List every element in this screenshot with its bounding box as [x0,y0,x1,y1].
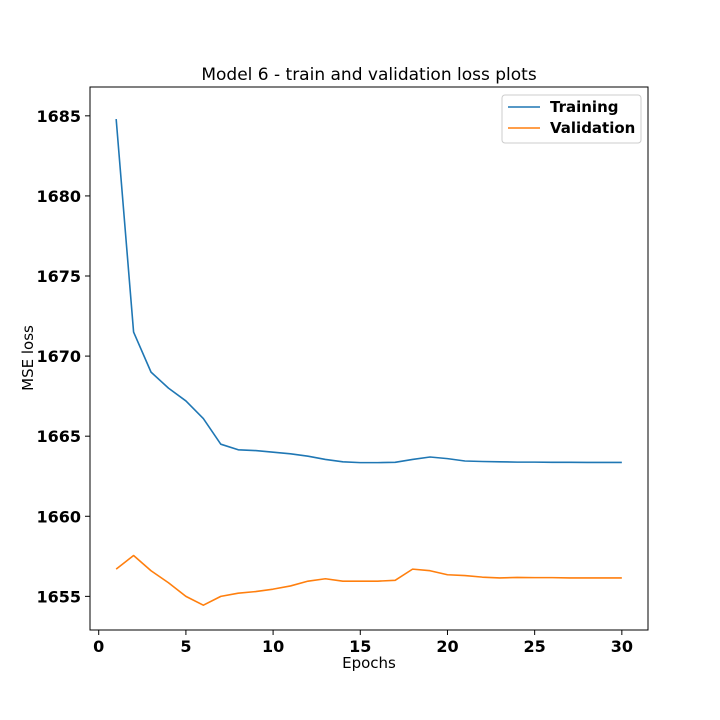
series-line-training [115,118,622,464]
x-axis: 0 5 10 15 20 25 30 [93,630,633,656]
y-tick-label: 1660 [36,507,81,526]
x-axis-label: Epochs [342,654,396,672]
y-tick-label: 1675 [36,267,81,286]
y-tick-label: 1685 [36,107,81,126]
series-line-validation [115,554,622,606]
legend-label-validation: Validation [550,119,635,137]
y-tick-label: 1680 [36,187,81,206]
legend: Training Validation [501,94,642,144]
x-tick-label: 5 [180,637,191,656]
legend-label-training: Training [550,98,618,116]
y-tick-label: 1670 [36,347,81,366]
x-tick-label: 25 [524,637,546,656]
x-tick-label: 0 [93,637,104,656]
y-tick-label: 1665 [36,427,81,446]
plot-area-frame [89,86,649,631]
y-axis-label: MSE loss [19,325,37,391]
y-tick-label: 1655 [36,587,81,606]
chart-title: Model 6 - train and validation loss plot… [201,65,536,85]
series-lines [115,118,622,606]
x-tick-label: 20 [436,637,458,656]
x-tick-label: 15 [349,637,371,656]
y-axis: 1655 1660 1665 1670 1675 1680 1685 [36,107,90,606]
x-tick-label: 30 [611,637,633,656]
x-tick-label: 10 [262,637,284,656]
